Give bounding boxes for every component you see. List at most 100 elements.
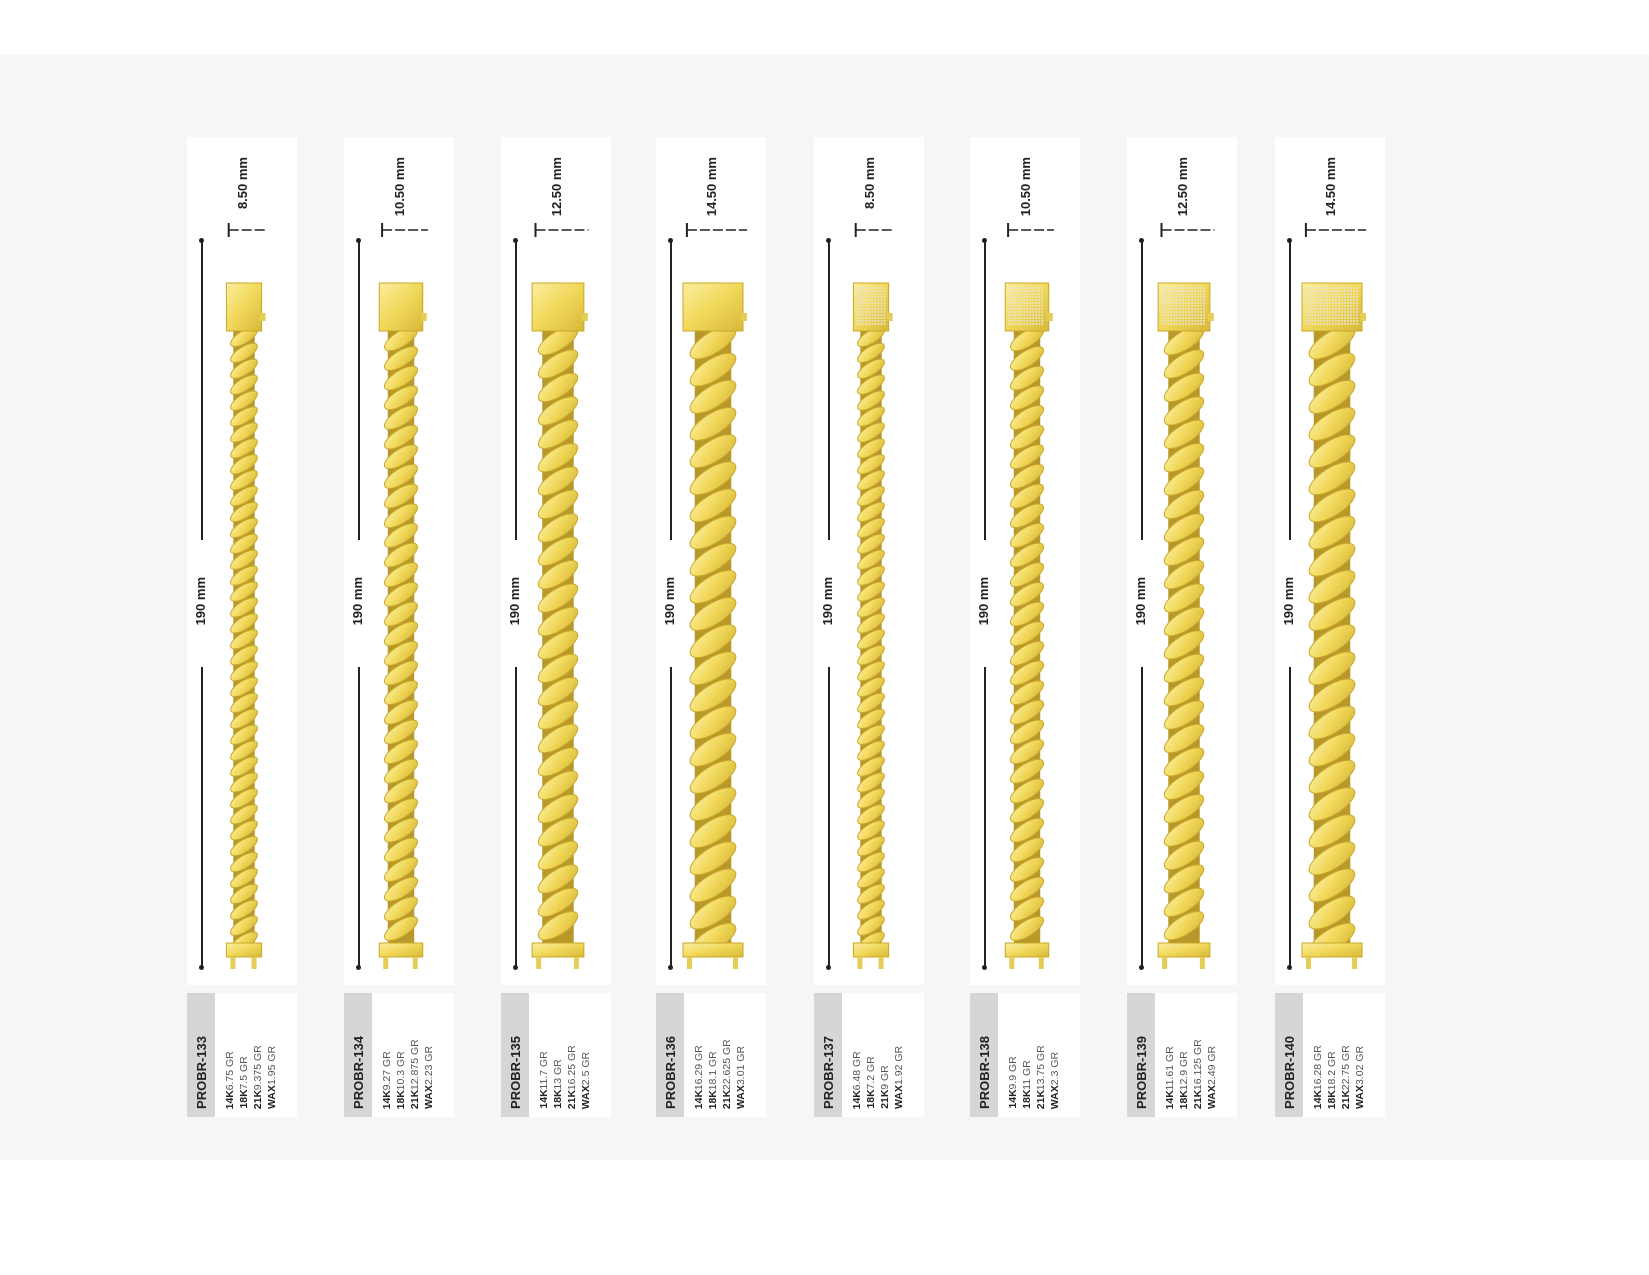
chain-link	[230, 867, 258, 889]
chain-link	[689, 488, 737, 523]
karat-label: WAX	[580, 1085, 592, 1109]
product-code: PROBR-140	[1282, 1036, 1297, 1109]
chain-link	[857, 692, 885, 714]
product-info: PROBR-134 14K 9.27 GR 18K 10.3 GR 21K 12.875 G…	[344, 993, 454, 1117]
length-dimension-line	[515, 240, 517, 540]
clasp-prong	[857, 957, 863, 969]
clasp-bottom	[852, 942, 890, 958]
weight-row: WAX 2.3 GR	[1049, 1052, 1077, 1109]
chain-link	[383, 876, 419, 902]
chain-link	[537, 536, 579, 566]
chain-link	[689, 569, 737, 604]
chain-link	[857, 406, 885, 427]
chain-link	[383, 464, 419, 489]
chain-link	[537, 489, 579, 520]
dimension-end-marker	[1287, 965, 1292, 970]
chain-link	[1009, 522, 1045, 548]
chain-link	[383, 896, 419, 922]
weight-row: WAX 2.49 GR	[1206, 1046, 1234, 1109]
chain-link	[1009, 483, 1045, 509]
product-info: PROBR-137 14K 6.48 GR 18K 7.2 GR 21K 9 GR WAX 1.…	[814, 993, 924, 1117]
product-image-panel: 190 mm 8.50 mm	[814, 137, 924, 985]
chain-link	[857, 517, 885, 539]
chain-link	[230, 517, 258, 539]
chain-link	[537, 583, 579, 613]
clasp-bottom	[225, 942, 263, 958]
length-dimension-line	[828, 240, 830, 540]
chain-link	[689, 407, 737, 441]
clasp-top	[531, 282, 585, 332]
chain-link	[230, 501, 258, 523]
karat-label: WAX	[266, 1085, 278, 1109]
product-info: PROBR-133 14K 6.75 GR 18K 7.5 GR 21K 9.375 GR W…	[187, 993, 297, 1117]
chain-link	[537, 723, 579, 754]
chain-link	[689, 787, 737, 821]
product-code-strip: PROBR-138	[970, 993, 998, 1117]
bracelet-image	[1301, 223, 1367, 969]
clasp-top	[225, 282, 263, 332]
clasp-prong	[878, 957, 884, 969]
chain-link	[537, 606, 579, 637]
chain-link	[857, 804, 885, 825]
chain-link	[383, 601, 419, 627]
chain-link	[857, 485, 885, 507]
clasp-prong	[251, 957, 257, 969]
chain-link	[383, 562, 419, 588]
chain-link	[857, 788, 885, 809]
weight-row: WAX 1.95 GR	[266, 1046, 294, 1109]
chain-link	[857, 533, 885, 554]
chain-link	[689, 814, 737, 849]
chain-link	[230, 756, 258, 777]
chain-link	[1163, 396, 1205, 426]
clasp-prong	[733, 957, 739, 969]
chain-link	[1163, 911, 1205, 941]
chain-link	[689, 379, 737, 414]
chain-link	[689, 461, 737, 496]
weight-row: WAX 3.02 GR	[1354, 1046, 1382, 1109]
chain-link	[230, 422, 258, 443]
chain-link	[857, 756, 885, 777]
chain-link	[857, 597, 885, 618]
weight-row: WAX 2.23 GR	[423, 1046, 451, 1109]
chain-link	[1163, 794, 1205, 824]
weight-value: 3.02 GR	[1354, 1045, 1366, 1086]
chain-link	[383, 719, 419, 745]
clasp-bottom	[1004, 942, 1050, 958]
chain-link	[383, 581, 419, 607]
product-code-strip: PROBR-133	[187, 993, 215, 1117]
chain-link	[1163, 840, 1205, 871]
chain-link	[383, 699, 419, 725]
bracelet-image	[531, 223, 589, 969]
chain-link	[537, 794, 579, 824]
clasp-prong	[1162, 957, 1168, 969]
chain-link	[1163, 653, 1205, 683]
chain-link	[689, 895, 737, 930]
chain-link	[230, 820, 258, 841]
clasp-latch	[1046, 313, 1053, 321]
chain-link	[383, 660, 419, 686]
product-image-panel: 190 mm 12.50 mm	[1127, 137, 1237, 985]
product-image-panel: 190 mm 8.50 mm	[187, 137, 297, 985]
chain-link	[230, 836, 258, 857]
product-code: PROBR-134	[351, 1036, 366, 1109]
chain-link	[537, 817, 579, 847]
chain-link	[1009, 365, 1045, 391]
length-dimension-line	[358, 667, 360, 967]
chain-link	[689, 542, 737, 577]
chain-link	[1163, 372, 1205, 403]
karat-label: WAX	[1049, 1085, 1061, 1109]
dimension-end-marker	[513, 965, 518, 970]
chain-link	[689, 624, 737, 659]
chain-link	[857, 549, 885, 570]
clasp-latch	[1207, 313, 1214, 321]
length-dimension-line	[984, 667, 986, 967]
chain-link	[1308, 542, 1356, 577]
length-dimension-line	[1141, 240, 1143, 540]
length-dimension-line	[1141, 667, 1143, 967]
chain-link	[230, 724, 258, 745]
chain-link	[857, 342, 885, 363]
length-dimension-line	[201, 240, 203, 540]
chain-link	[857, 660, 885, 682]
chain-link	[537, 560, 579, 590]
chain-link	[1009, 680, 1045, 706]
